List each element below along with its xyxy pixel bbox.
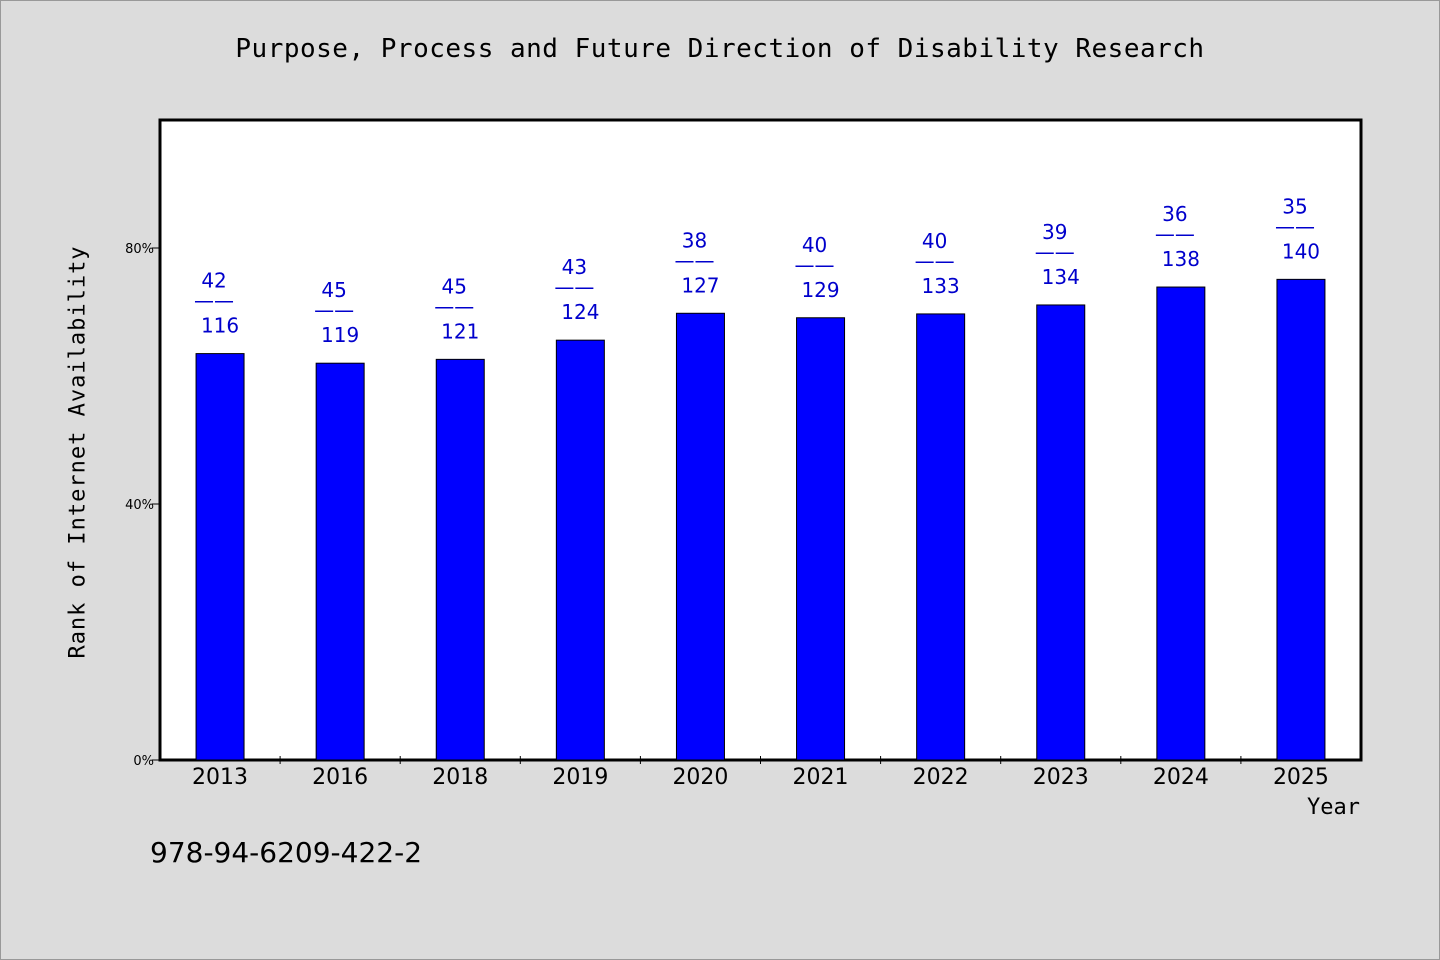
- data-label-bottom: 138: [1162, 247, 1200, 271]
- data-label-top: 38: [682, 228, 707, 252]
- data-label-separator: ——: [434, 294, 474, 318]
- x-tick-label: 2025: [1273, 765, 1329, 790]
- data-label-separator: ——: [314, 298, 354, 322]
- bar: [195, 353, 245, 761]
- bar: [796, 317, 846, 761]
- data-label-separator: ——: [554, 275, 594, 299]
- data-label-separator: ——: [1035, 240, 1075, 264]
- x-tick-label: 2016: [312, 765, 368, 790]
- data-label-bottom: 124: [561, 300, 599, 324]
- data-label-separator: ——: [674, 248, 714, 272]
- data-label-top: 40: [922, 229, 947, 253]
- data-label-layer: 42——11645——11945——12143——12438——12740——1…: [194, 194, 1320, 347]
- data-label-top: 35: [1282, 194, 1307, 218]
- data-label-bottom: 116: [201, 314, 239, 338]
- bar: [916, 313, 966, 761]
- bar: [315, 362, 365, 761]
- x-tick-label: 2022: [913, 765, 969, 790]
- data-label-separator: ——: [915, 249, 955, 273]
- bar: [435, 358, 485, 761]
- data-label-bottom: 134: [1042, 265, 1080, 289]
- bar: [1276, 278, 1326, 761]
- bar-layer: [195, 278, 1326, 761]
- data-label-top: 42: [201, 269, 226, 293]
- x-tick-label: 2023: [1033, 765, 1089, 790]
- data-label-bottom: 121: [441, 319, 479, 343]
- data-label-separator: ——: [795, 253, 835, 277]
- data-label-separator: ——: [1155, 222, 1195, 246]
- data-label-top: 45: [442, 274, 467, 298]
- data-label-bottom: 127: [681, 273, 719, 297]
- data-label-bottom: 140: [1282, 239, 1320, 263]
- bar: [555, 339, 605, 761]
- x-tick-label: 2019: [552, 765, 608, 790]
- data-label-bottom: 129: [801, 278, 839, 302]
- data-label-top: 39: [1042, 220, 1067, 244]
- data-label-top: 36: [1162, 202, 1187, 226]
- x-tick-label: 2021: [793, 765, 849, 790]
- chart-title: Purpose, Process and Future Direction of…: [235, 34, 1205, 64]
- axis-layer: 0% 40% 80% 2013 2016 2018 2019 2020 2021 2022 2023…: [125, 242, 1329, 790]
- x-tick-label: 2018: [432, 765, 488, 790]
- bar: [675, 312, 725, 761]
- isbn-text: 978-94-6209-422-2: [150, 836, 423, 869]
- x-tick-label: 2020: [672, 765, 728, 790]
- y-tick-label: 80%: [125, 242, 154, 257]
- data-label-top: 40: [802, 233, 827, 257]
- y-tick-label: 0%: [133, 754, 154, 769]
- x-tick-label: 2024: [1153, 765, 1209, 790]
- data-label-top: 43: [562, 255, 587, 279]
- y-tick-label: 40%: [125, 498, 154, 513]
- bar: [1156, 286, 1206, 761]
- bar: [1036, 304, 1086, 761]
- data-label-bottom: 119: [321, 323, 359, 347]
- x-tick-label: 2013: [192, 765, 248, 790]
- data-label-top: 45: [321, 278, 346, 302]
- data-label-separator: ——: [194, 289, 234, 313]
- x-axis-label: Year: [1307, 795, 1360, 820]
- data-label-separator: ——: [1275, 214, 1315, 238]
- data-label-bottom: 133: [922, 274, 960, 298]
